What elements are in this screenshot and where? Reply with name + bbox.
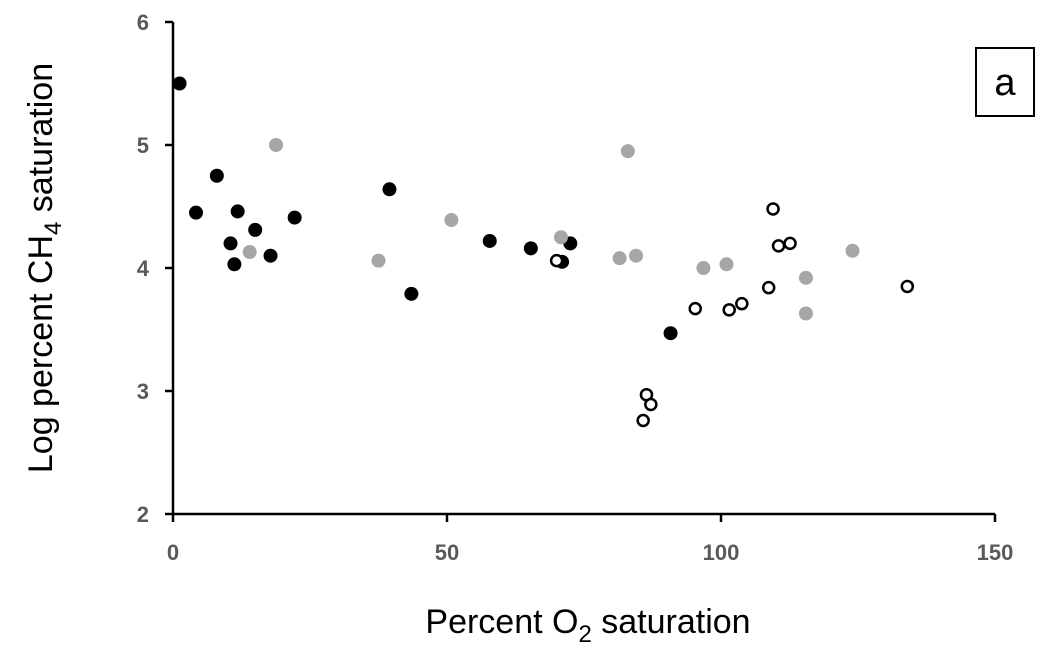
x-axis-title-suffix: saturation [592,603,751,641]
data-point-open [549,253,564,268]
y-axis-title-subscript: 4 [40,222,67,235]
y-tick-label: 5 [137,133,149,158]
ticks [165,20,997,522]
data-point-gray [612,251,627,266]
data-point-black [382,182,397,197]
data-point-black [263,248,278,263]
data-point-black [230,204,245,219]
x-tick-label: 150 [977,540,1014,565]
data-point-open [735,296,749,311]
data-point-black [404,286,419,301]
data-point-gray [845,243,860,258]
x-axis-title-prefix: Percent O [425,603,578,641]
y-axis-title-prefix: Log percent CH [22,235,60,473]
data-point-black [227,257,242,272]
data-point-gray [629,248,644,263]
data-point-gray [269,138,284,152]
y-axis-title: Log percent CH4 saturation [22,63,67,473]
data-point-gray [798,270,813,285]
x-tick-label: 0 [167,540,179,565]
data-point-gray [696,261,711,275]
data-point-black [287,210,302,225]
x-tick-label: 100 [703,540,740,565]
data-point-open [644,397,658,412]
data-point-gray [242,245,257,260]
panel-label: a [994,62,1016,104]
data-point-black [663,326,678,341]
data-point-gray [719,257,734,272]
data-point-black [482,233,497,248]
x-axis-title-subscript: 2 [578,621,591,648]
data-point-open [771,239,786,253]
y-tick-label: 4 [137,256,150,281]
data-point-black [172,76,187,91]
panel-label-box: a [975,47,1035,117]
data-point-open [766,202,780,216]
data-point-open [722,303,736,317]
data-point-black [223,236,238,251]
tick-labels: 0 50 100 150 2 3 4 5 6 [137,10,1014,565]
y-tick-label: 2 [137,502,149,527]
data-point-open [636,413,650,428]
data-point-gray [371,253,386,268]
y-tick-label: 3 [137,379,149,404]
data-point-black [523,241,538,256]
data-point-open [688,301,702,316]
data-points [172,76,915,428]
data-point-gray [553,230,568,245]
data-point-gray [620,144,635,159]
data-point-black [209,168,224,183]
x-tick-label: 50 [435,540,459,565]
data-point-black [248,222,263,237]
data-point-open [783,236,797,251]
data-point-gray [798,306,813,321]
panel-label-frame [975,47,1035,117]
y-tick-label: 6 [137,10,149,35]
x-axis-title: Percent O2 saturation [425,603,750,648]
data-point-open [900,279,915,294]
axes [171,22,995,516]
y-axis-title-suffix: saturation [22,63,60,222]
data-point-open [761,280,776,295]
data-point-gray [444,213,459,228]
data-point-black [189,205,204,220]
